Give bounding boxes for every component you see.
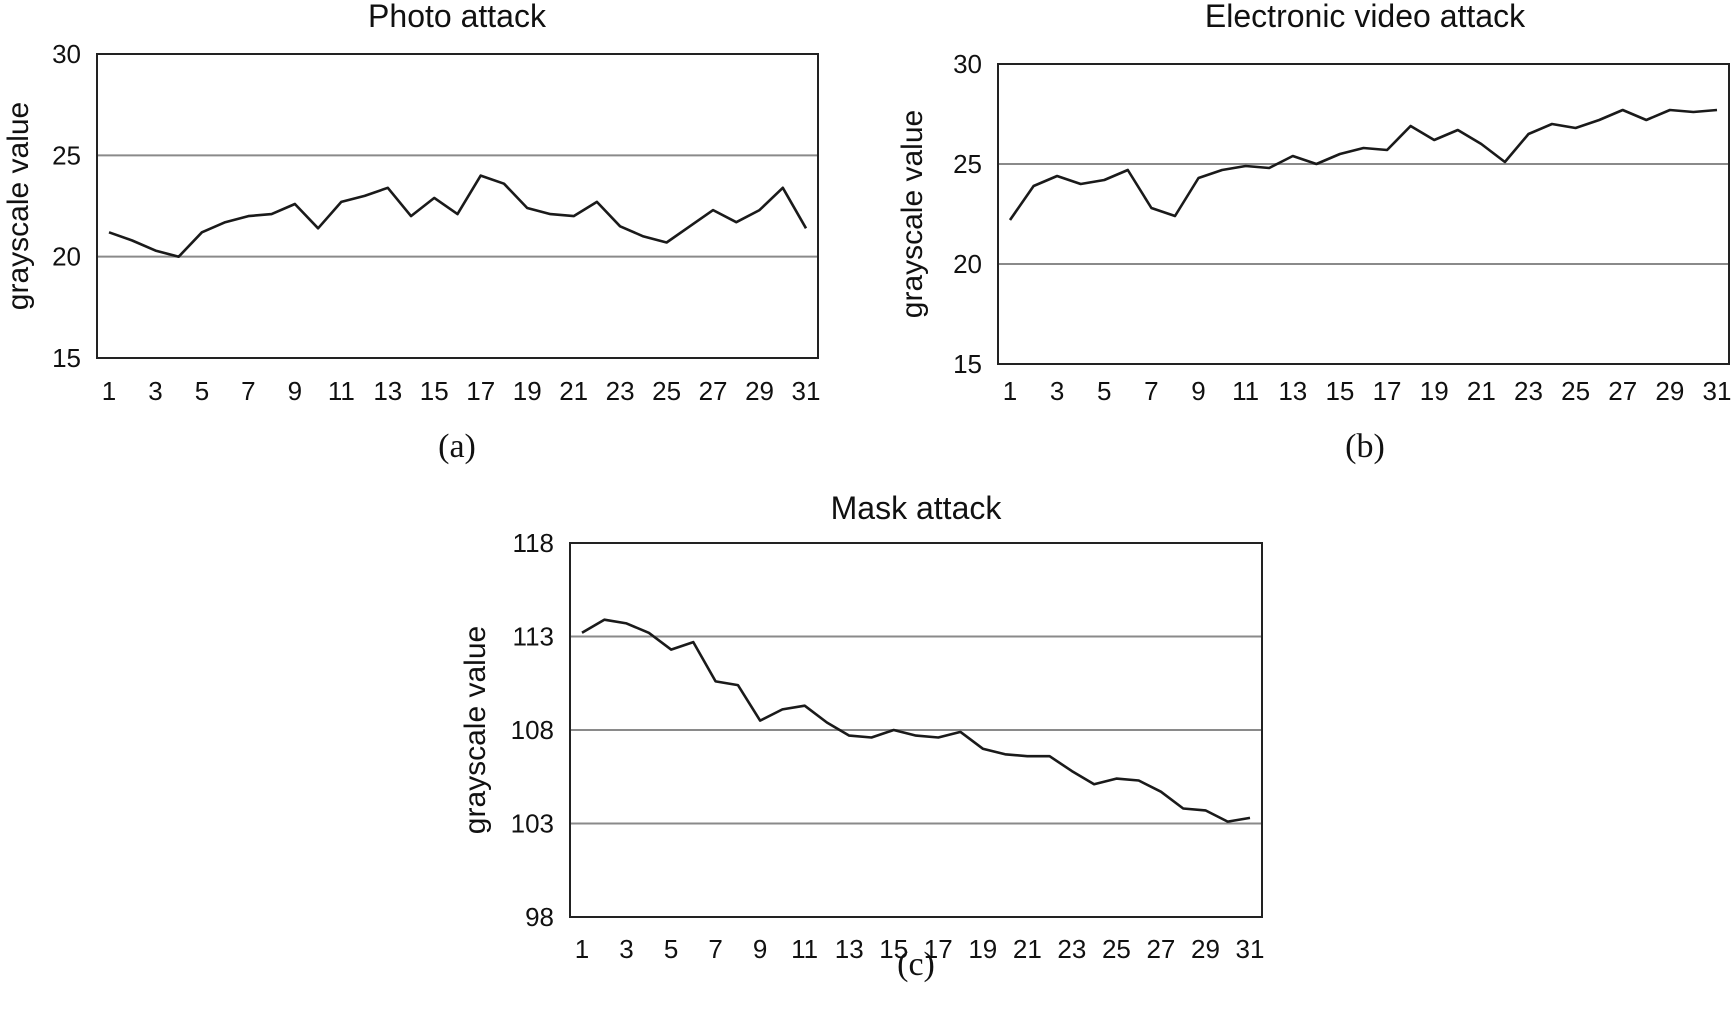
mask-attack-x-tick-label: 19	[968, 934, 997, 964]
mask-attack-y-axis-label: grayscale value	[459, 626, 492, 834]
photo-attack-x-tick-label: 27	[699, 376, 728, 406]
photo-attack-y-tick-label: 20	[52, 242, 81, 272]
mask-attack-x-tick-label: 1	[575, 934, 589, 964]
mask-attack-y-tick-label: 108	[511, 715, 554, 745]
electronic-video-attack-x-tick-label: 25	[1561, 376, 1590, 406]
photo-attack-x-tick-label: 7	[241, 376, 255, 406]
photo-attack-x-tick-label: 23	[606, 376, 635, 406]
photo-attack-x-tick-label: 5	[195, 376, 209, 406]
electronic-video-attack-x-tick-label: 29	[1655, 376, 1684, 406]
mask-attack-title: Mask attack	[831, 490, 1003, 526]
photo-attack-x-tick-label: 31	[792, 376, 821, 406]
mask-attack-x-tick-label: 23	[1057, 934, 1086, 964]
mask-attack-x-tick-label: 3	[619, 934, 633, 964]
electronic-video-attack-x-tick-label: 17	[1373, 376, 1402, 406]
electronic-video-attack-x-tick-label: 1	[1003, 376, 1017, 406]
mask-attack-x-tick-label: 11	[791, 934, 818, 964]
photo-attack-y-tick-label: 25	[52, 140, 81, 170]
photo-attack-title: Photo attack	[368, 0, 547, 34]
mask-attack-x-tick-label: 17	[924, 934, 953, 964]
photo-attack-x-tick-label: 21	[559, 376, 588, 406]
photo-attack-x-tick-label: 9	[288, 376, 302, 406]
electronic-video-attack-caption: (b)	[1345, 428, 1385, 465]
mask-attack-x-tick-label: 15	[879, 934, 908, 964]
electronic-video-attack-x-tick-label: 23	[1514, 376, 1543, 406]
mask-attack-y-tick-label: 103	[511, 809, 554, 839]
photo-attack-x-tick-label: 25	[652, 376, 681, 406]
photo-attack-x-tick-label: 1	[102, 376, 116, 406]
mask-attack-x-tick-label: 21	[1013, 934, 1042, 964]
photo-attack-x-tick-label: 11	[328, 376, 355, 406]
electronic-video-attack-x-tick-label: 7	[1144, 376, 1158, 406]
mask-attack-x-tick-label: 13	[835, 934, 864, 964]
electronic-video-attack-y-axis-label: grayscale value	[896, 110, 929, 318]
mask-attack-x-tick-label: 9	[753, 934, 767, 964]
electronic-video-attack-y-tick-label: 30	[953, 49, 982, 79]
electronic-video-attack-y-tick-label: 15	[953, 349, 982, 379]
mask-attack-x-tick-label: 29	[1191, 934, 1220, 964]
photo-attack-series-line	[108, 174, 808, 259]
photo-attack-x-tick-label: 29	[745, 376, 774, 406]
electronic-video-attack-series-line	[1008, 108, 1718, 221]
electronic-video-attack-x-tick-label: 9	[1191, 376, 1205, 406]
electronic-video-attack-x-tick-label: 5	[1097, 376, 1111, 406]
electronic-video-attack-x-tick-label: 13	[1278, 376, 1307, 406]
photo-attack-caption: (a)	[438, 428, 476, 465]
mask-attack-series-line	[581, 618, 1251, 823]
mask-attack-x-tick-label: 27	[1146, 934, 1175, 964]
electronic-video-attack-plot-frame	[997, 63, 1730, 365]
mask-attack-y-tick-label: 113	[513, 622, 554, 652]
photo-attack-plot-frame	[96, 53, 819, 359]
mask-attack-y-tick-label: 98	[525, 902, 554, 932]
mask-attack-x-tick-label: 25	[1102, 934, 1131, 964]
electronic-video-attack-y-tick-label: 20	[953, 249, 982, 279]
electronic-video-attack-x-tick-label: 21	[1467, 376, 1496, 406]
electronic-video-attack-x-tick-label: 19	[1420, 376, 1449, 406]
mask-attack-x-tick-label: 5	[664, 934, 678, 964]
photo-attack-x-tick-label: 17	[466, 376, 495, 406]
photo-attack-x-tick-label: 15	[420, 376, 449, 406]
photo-attack-x-tick-label: 13	[373, 376, 402, 406]
mask-attack-caption: (c)	[897, 946, 935, 983]
electronic-video-attack-x-tick-label: 15	[1325, 376, 1354, 406]
mask-attack-x-tick-label: 31	[1236, 934, 1265, 964]
mask-attack-y-tick-label: 118	[513, 528, 554, 558]
photo-attack-y-tick-label: 15	[52, 343, 81, 373]
photo-attack-x-tick-label: 19	[513, 376, 542, 406]
photo-attack-y-tick-label: 30	[52, 39, 81, 69]
electronic-video-attack-x-tick-label: 3	[1050, 376, 1064, 406]
electronic-video-attack-x-tick-label: 31	[1703, 376, 1732, 406]
photo-attack-y-axis-label: grayscale value	[2, 102, 35, 310]
photo-attack-x-tick-label: 3	[148, 376, 162, 406]
mask-attack-x-tick-label: 7	[708, 934, 722, 964]
electronic-video-attack-x-tick-label: 27	[1608, 376, 1637, 406]
electronic-video-attack-title: Electronic video attack	[1205, 0, 1526, 34]
mask-attack-plot-frame	[569, 542, 1263, 918]
electronic-video-attack-x-tick-label: 11	[1232, 376, 1259, 406]
electronic-video-attack-y-tick-label: 25	[953, 149, 982, 179]
